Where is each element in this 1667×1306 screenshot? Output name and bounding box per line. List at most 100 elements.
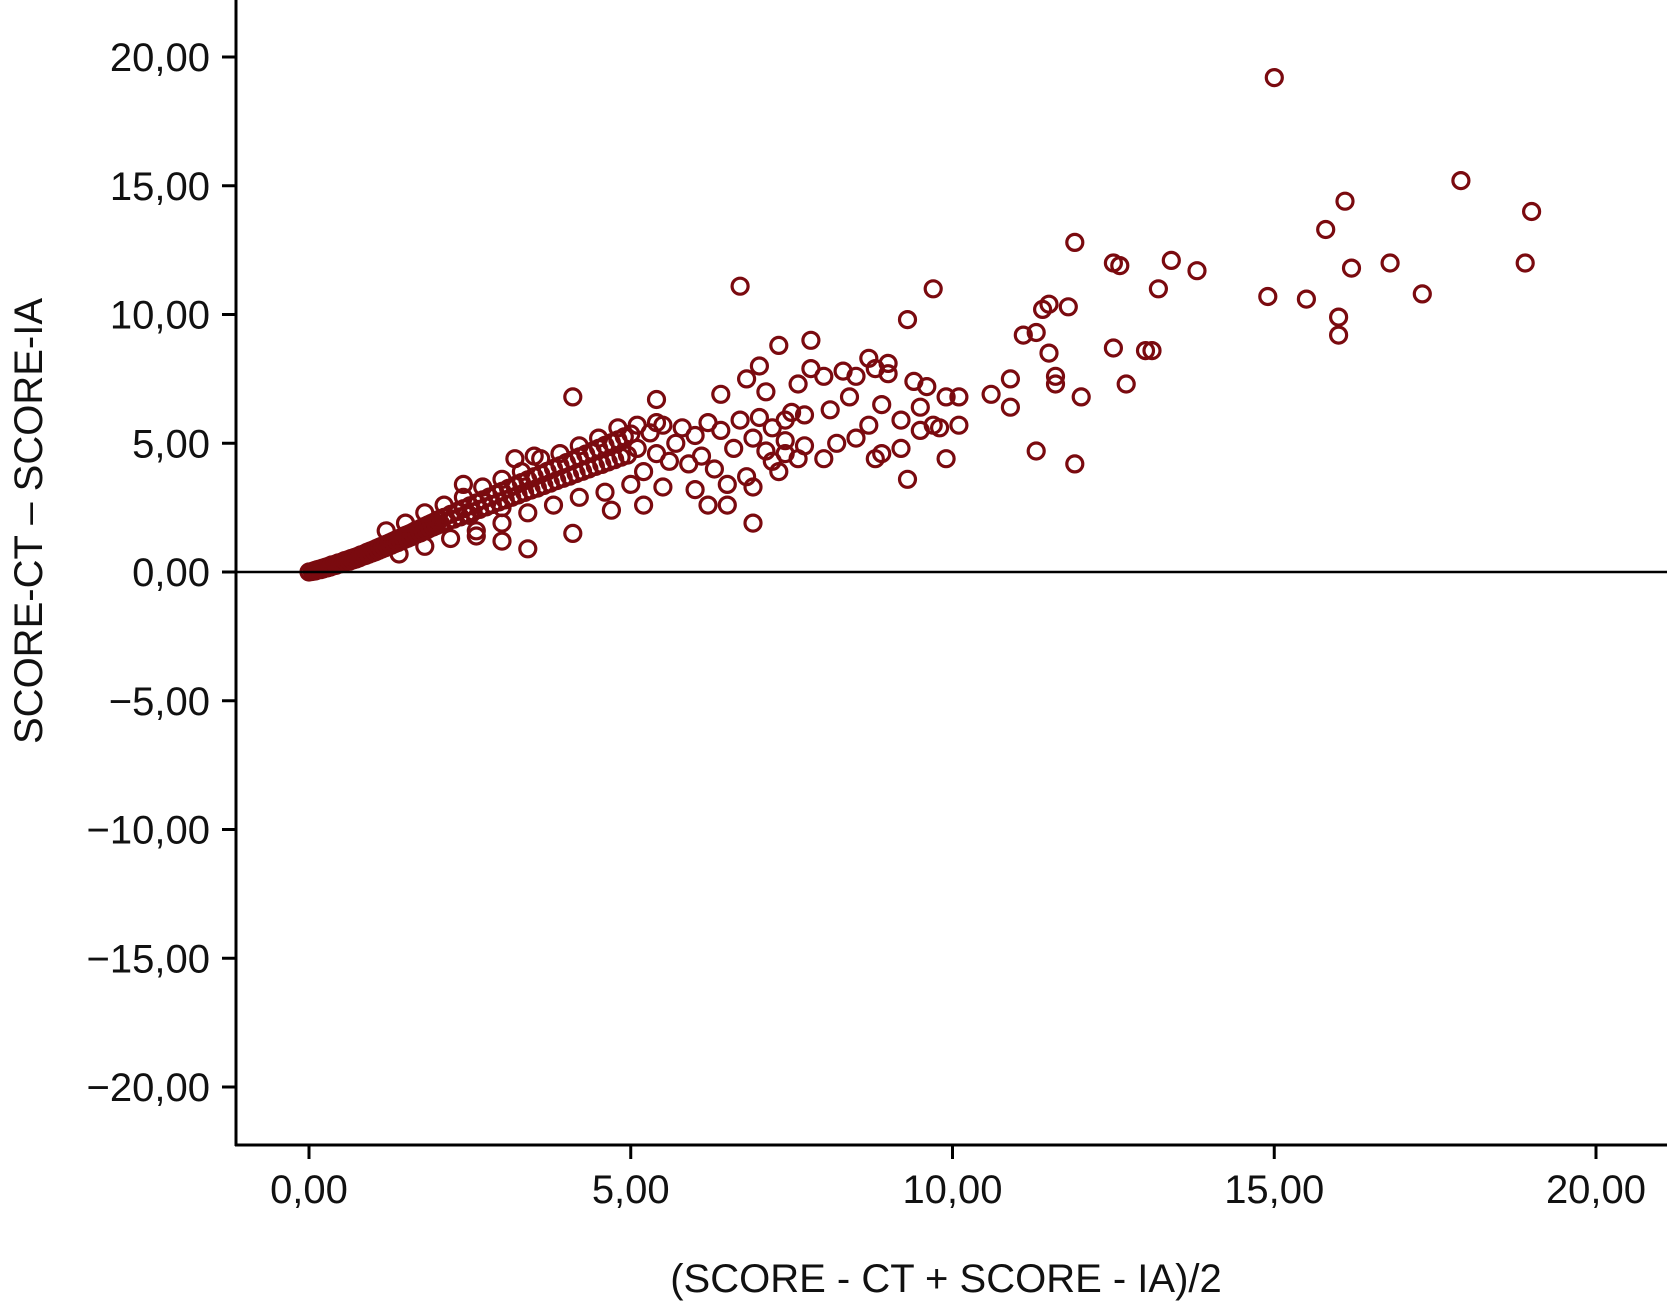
data-point <box>1039 343 1059 363</box>
data-point <box>827 433 847 453</box>
data-point <box>769 335 789 355</box>
data-point <box>1045 366 1066 386</box>
data-point <box>1148 279 1169 299</box>
y-tick-label: 20,00 <box>110 36 210 80</box>
data-point <box>878 364 898 384</box>
y-tick-label: −15,00 <box>87 937 210 981</box>
data-point <box>1451 171 1471 191</box>
data-point <box>865 449 885 469</box>
data-point <box>717 474 737 494</box>
data-point <box>653 477 673 497</box>
data-point <box>492 469 512 489</box>
data-point <box>1187 261 1207 281</box>
data-point <box>441 528 461 549</box>
data-point <box>743 428 763 448</box>
data-point <box>543 495 564 515</box>
x-axis-title: (SCORE - CT + SCORE - IA)/2 <box>670 1257 1222 1301</box>
x-tick-label: 0,00 <box>270 1168 348 1212</box>
data-point <box>814 366 834 386</box>
y-tick-label: 15,00 <box>110 165 210 209</box>
data-point <box>762 451 782 471</box>
y-axis-title: SCORE-CT – SCORE-IA <box>7 298 51 744</box>
data-point <box>395 513 416 533</box>
y-tick-label: −10,00 <box>87 809 210 853</box>
data-point <box>730 276 750 296</box>
data-point <box>588 428 609 448</box>
data-point <box>698 495 718 515</box>
data-point <box>923 279 943 299</box>
data-point <box>1316 219 1336 240</box>
data-point <box>839 387 860 407</box>
data-point <box>711 420 731 440</box>
data-point <box>1380 253 1400 273</box>
data-point <box>717 495 737 515</box>
data-point <box>1000 369 1021 389</box>
data-point <box>1258 286 1278 307</box>
y-tick-label: 10,00 <box>110 294 210 338</box>
data-point <box>492 531 512 551</box>
data-point <box>1328 307 1349 327</box>
data-point <box>736 369 757 389</box>
data-point <box>788 374 808 394</box>
data-point <box>653 415 673 435</box>
data-point <box>608 418 628 438</box>
data-point <box>595 482 615 502</box>
data-point <box>891 410 911 430</box>
data-point <box>691 446 712 466</box>
data-point <box>846 366 866 386</box>
data-point <box>775 431 795 451</box>
data-point <box>492 513 512 533</box>
data-point <box>704 459 725 479</box>
data-point <box>1000 397 1021 417</box>
data-point <box>563 523 583 544</box>
data-point <box>666 433 686 453</box>
data-point <box>1116 374 1136 394</box>
data-point <box>473 477 493 497</box>
data-point <box>550 444 570 464</box>
x-axis-ticks: 0,00 5,00 10,00 15,00 20,00 <box>270 1145 1646 1212</box>
data-point <box>569 436 589 456</box>
data-point <box>1341 258 1362 278</box>
data-point <box>936 449 956 469</box>
data-point <box>453 487 473 507</box>
data-point <box>1110 256 1130 276</box>
data-point <box>659 451 680 471</box>
data-point <box>518 503 538 523</box>
data-point <box>910 420 930 440</box>
data-point <box>460 505 480 526</box>
data-point <box>563 387 583 407</box>
data-point <box>814 449 834 469</box>
y-tick-label: 5,00 <box>132 422 210 466</box>
x-tick-label: 5,00 <box>592 1168 670 1212</box>
data-point <box>897 310 918 330</box>
data-point <box>936 387 956 407</box>
data-point <box>1296 289 1317 309</box>
data-point <box>891 438 911 458</box>
data-point <box>756 382 776 402</box>
axes <box>234 0 1667 1147</box>
data-point <box>621 474 641 494</box>
data-point <box>949 415 969 435</box>
data-point <box>389 544 409 564</box>
data-point <box>910 397 930 417</box>
data-point <box>743 477 763 497</box>
data-point <box>415 503 435 523</box>
data-point <box>1026 441 1046 461</box>
data-point <box>1521 201 1542 222</box>
data-point <box>1026 322 1046 343</box>
data-point <box>518 539 538 559</box>
data-point <box>627 438 647 458</box>
data-point <box>685 425 705 446</box>
data-point <box>711 384 731 404</box>
data-point <box>633 495 654 515</box>
data-point <box>794 436 815 456</box>
x-tick-label: 20,00 <box>1546 1168 1646 1212</box>
data-point <box>1058 297 1078 317</box>
data-point <box>1515 253 1535 273</box>
data-point <box>1142 341 1162 361</box>
data-point <box>601 500 622 520</box>
data-point <box>524 446 544 466</box>
data-point <box>794 405 815 425</box>
data-point <box>820 400 840 420</box>
y-axis-ticks: 20,00 15,00 10,00 5,00 0,00 −5,00 −10,00 −15,00… <box>87 36 236 1110</box>
